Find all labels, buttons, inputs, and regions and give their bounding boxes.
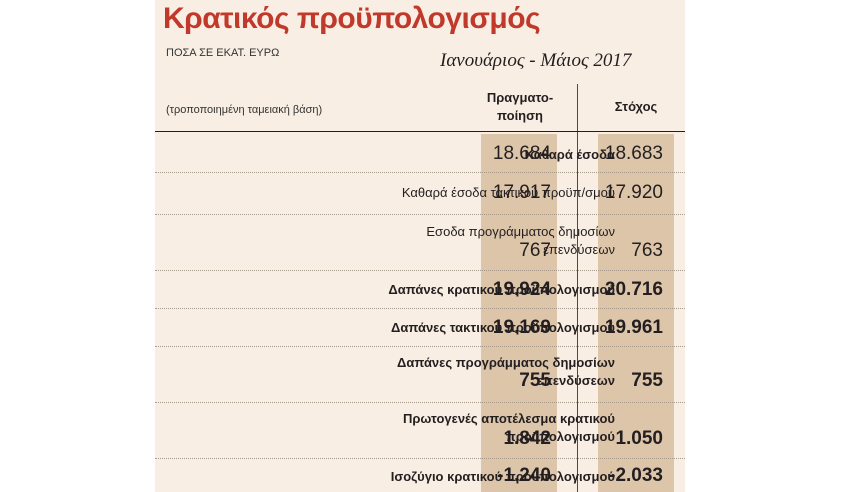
target-column-shade — [598, 134, 674, 492]
row-label: Δαπάνες προγράμματος δημοσίων επενδύσεων — [285, 354, 615, 390]
row-actual-value: 755 — [519, 370, 551, 391]
row-target-value: 763 — [631, 240, 663, 261]
row-label-line1: Εσοδα προγράμματος δημοσίων — [426, 224, 615, 239]
row-label: Καθαρά έσοδα τακτικού προϋπ/σμού — [401, 185, 615, 200]
column-divider — [577, 84, 578, 492]
row-separator — [155, 308, 685, 309]
row-target-value: 755 — [631, 370, 663, 391]
row-label-line1: Πρωτογενές αποτέλεσμα κρατικού — [403, 411, 615, 426]
row-label: Εσοδα προγράμματος δημοσίων επενδύσεων — [285, 223, 615, 259]
table-row: Καθαρά έσοδα τακτικού προϋπ/σμού 17.917 … — [155, 172, 685, 214]
row-separator — [155, 270, 685, 271]
column-header-actual-line1: Πραγματο- — [486, 90, 554, 105]
column-header-actual-line2: ποίηση — [497, 108, 543, 123]
table-panel — [155, 0, 685, 492]
row-separator — [155, 172, 685, 173]
row-separator — [155, 402, 685, 403]
row-label: Δαπάνες κρατικού προϋπολογισμού — [388, 282, 615, 297]
row-actual-value: 19.169 — [492, 317, 551, 338]
basis-note: (τροποποιημένη ταμειακή βάση) — [166, 104, 323, 116]
row-actual-value: 1.842 — [503, 428, 551, 449]
table-row: Πρωτογενές αποτέλεσμα κρατικού προϋπολογ… — [155, 402, 685, 458]
row-label: Καθαρά έσοδα — [524, 147, 615, 162]
table-row: Δαπάνες προγράμματος δημοσίων επενδύσεων… — [155, 346, 685, 402]
row-target-value: 18.683 — [604, 143, 663, 164]
units-note: ΠΟΣΑ ΣΕ ΕΚΑΤ. ΕΥΡΩ — [166, 47, 280, 59]
column-header-actual: Πραγματο- ποίηση — [470, 89, 570, 125]
row-target-value: -2.033 — [609, 465, 663, 486]
row-target-value: 1.050 — [615, 428, 663, 449]
row-label: Δαπάνες τακτικού προϋπολογισμού — [391, 320, 615, 335]
row-actual-value: 17.917 — [492, 182, 551, 203]
row-target-value: 20.716 — [604, 279, 663, 300]
page-title: Κρατικός προϋπολογισμός — [163, 2, 541, 35]
table-row: Δαπάνες τακτικού προϋπολογισμού 19.169 1… — [155, 308, 685, 346]
row-label-line1: Δαπάνες προγράμματος δημοσίων — [397, 355, 615, 370]
row-label-line2: επενδύσεων — [543, 242, 615, 257]
row-label-line2: επενδύσεων — [536, 373, 615, 388]
header-rule — [155, 131, 685, 132]
row-separator — [155, 458, 685, 459]
row-label-line2: προϋπολογισμού — [505, 429, 615, 444]
row-separator — [155, 214, 685, 215]
actual-column-shade — [481, 134, 557, 492]
row-label: Πρωτογενές αποτέλεσμα κρατικού προϋπολογ… — [285, 410, 615, 446]
row-actual-value: 767 — [519, 240, 551, 261]
table-row: Ισοζύγιο κρατικού προϋπολογισμού -1.240 … — [155, 458, 685, 492]
period-label: Ιανουάριος - Μάιος 2017 — [440, 50, 632, 71]
table-row: Δαπάνες κρατικού προϋπολογισμού 19.924 2… — [155, 270, 685, 308]
column-header-target: Στόχος — [614, 99, 658, 114]
row-actual-value: 19.924 — [492, 279, 551, 300]
table-row: Εσοδα προγράμματος δημοσίων επενδύσεων 7… — [155, 214, 685, 270]
row-target-value: 19.961 — [604, 317, 663, 338]
row-target-value: 17.920 — [604, 182, 663, 203]
row-actual-value: 18.684 — [492, 143, 551, 164]
row-label: Ισοζύγιο κρατικού προϋπολογισμού — [390, 469, 615, 484]
row-separator — [155, 346, 685, 347]
table-row: Καθαρά έσοδα 18.684 18.683 — [155, 134, 685, 172]
row-actual-value: -1.240 — [497, 465, 551, 486]
